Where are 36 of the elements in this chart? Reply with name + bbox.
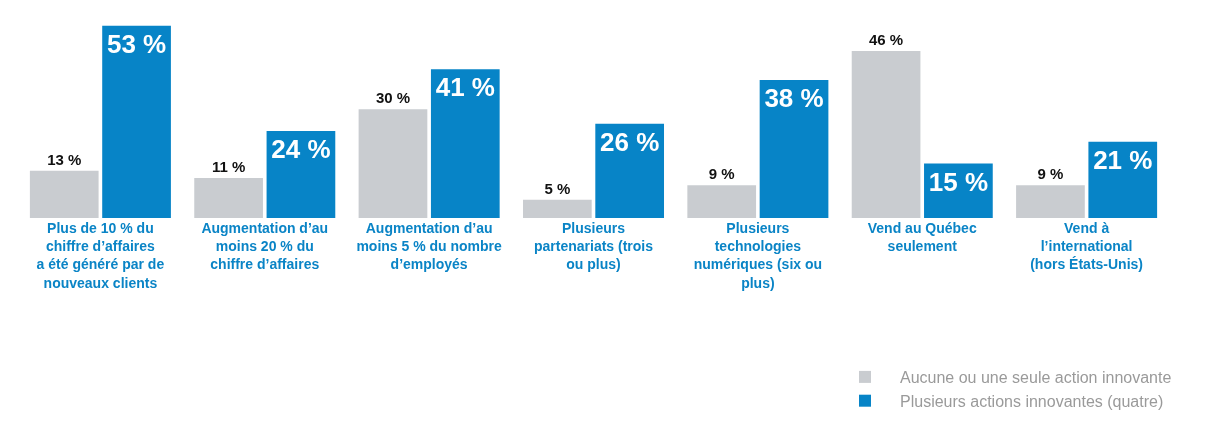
x-tick-label: Augmentation d’au moins 5 % du nombre d’employés bbox=[356, 220, 503, 273]
data-label: 30 % bbox=[375, 89, 411, 107]
data-label: 21 % bbox=[1093, 144, 1153, 175]
x-tick-label: Augmentation d’au moins 20 % du chiffre d’affaires bbox=[201, 220, 329, 273]
data-label: 11 % bbox=[211, 158, 246, 176]
bar bbox=[687, 185, 757, 218]
bar bbox=[266, 130, 336, 218]
data-label: 9 % bbox=[708, 165, 735, 183]
bar bbox=[102, 25, 171, 218]
data-label: 24 % bbox=[271, 133, 331, 164]
x-tick-label: Vend à l’international (hors États-Unis) bbox=[1030, 220, 1143, 273]
x-tick-label: Plus de 10 % du chiffre d’affaires a été généré par de nouveaux clients bbox=[36, 220, 165, 291]
bar bbox=[759, 80, 829, 218]
bar bbox=[1088, 141, 1158, 218]
data-label: 5 % bbox=[544, 179, 571, 197]
legend-label: Aucune ou une seule action innovante bbox=[900, 369, 1172, 387]
data-label: 26 % bbox=[600, 126, 660, 157]
data-label: 38 % bbox=[764, 83, 824, 114]
data-label: 41 % bbox=[435, 72, 495, 103]
data-label: 53 % bbox=[106, 28, 167, 59]
data-label: 15 % bbox=[928, 166, 989, 197]
bar bbox=[430, 69, 500, 218]
bar bbox=[194, 178, 263, 218]
x-tick-label: Plusieurs technologies numériques (six ou plus) bbox=[693, 220, 823, 291]
data-label: 46 % bbox=[868, 31, 904, 49]
bar bbox=[358, 109, 428, 218]
bar bbox=[29, 170, 99, 218]
x-tick-label: Vend au Québec seulement bbox=[867, 220, 977, 255]
legend-label: Plusieurs actions innovantes (quatre) bbox=[900, 392, 1164, 410]
bar bbox=[851, 51, 921, 218]
data-label: 9 % bbox=[1037, 165, 1064, 183]
x-tick-label: Plusieurs partenariats (trois ou plus) bbox=[533, 220, 654, 273]
bar bbox=[522, 199, 592, 218]
data-label: 13 % bbox=[47, 150, 82, 168]
bar bbox=[1016, 185, 1085, 218]
bar bbox=[595, 123, 665, 218]
